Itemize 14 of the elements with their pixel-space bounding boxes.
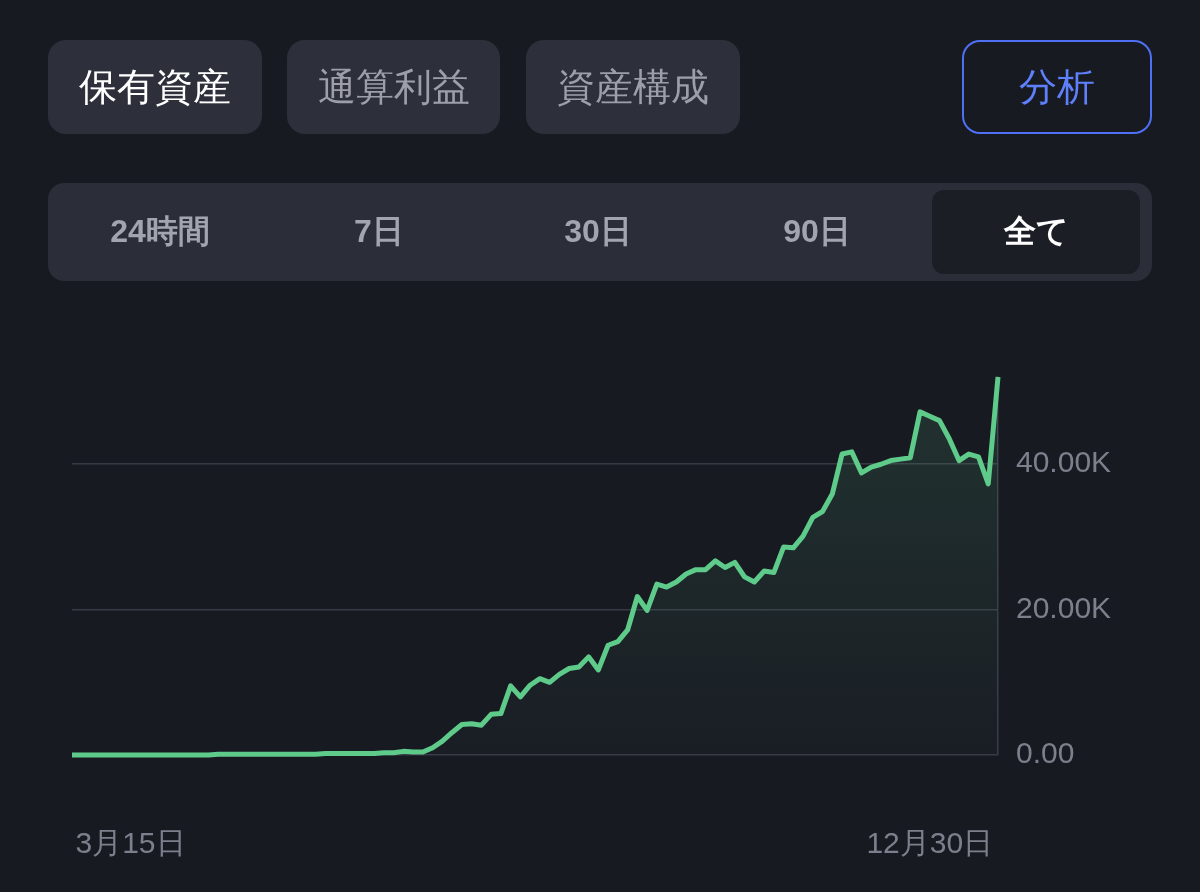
text: 30日 bbox=[563, 212, 633, 251]
x-tick-label: 12月30日 bbox=[866, 826, 994, 860]
y-tick-label: 40.00K bbox=[1016, 445, 1112, 479]
text: 24時間 bbox=[109, 212, 211, 251]
text: 資産構成 bbox=[526, 40, 740, 134]
text: 全て bbox=[932, 190, 1140, 274]
text: 通算利益 bbox=[287, 40, 500, 134]
text: 保有資産 bbox=[48, 40, 262, 134]
y-tick-label: 0.00 bbox=[1016, 736, 1075, 770]
text: 分析 bbox=[962, 40, 1152, 134]
text: 7日 bbox=[353, 212, 405, 251]
x-tick-label: 3月15日 bbox=[75, 826, 186, 860]
y-tick-label: 20.00K bbox=[1016, 590, 1112, 624]
text: 90日 bbox=[782, 212, 852, 251]
